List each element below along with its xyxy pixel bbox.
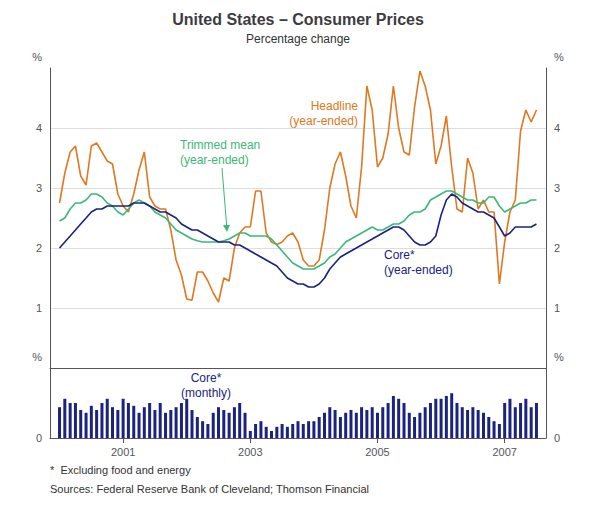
svg-text:(year-ended): (year-ended) (180, 153, 249, 167)
svg-text:United States – Consumer Price: United States – Consumer Prices (172, 11, 424, 28)
svg-text:4: 4 (554, 122, 560, 134)
svg-text:1: 1 (36, 302, 42, 314)
svg-text:Core*: Core* (191, 371, 222, 385)
svg-text:Headline: Headline (311, 99, 359, 113)
svg-text:2: 2 (554, 242, 560, 254)
svg-text:%: % (554, 51, 564, 63)
svg-text:%: % (32, 51, 42, 63)
svg-text:3: 3 (36, 182, 42, 194)
svg-text:2007: 2007 (492, 446, 516, 458)
svg-text:(year-ended): (year-ended) (384, 263, 453, 277)
svg-text:Percentage change: Percentage change (246, 32, 350, 46)
svg-text:(monthly): (monthly) (181, 386, 231, 400)
svg-text:(year-ended): (year-ended) (289, 114, 358, 128)
svg-text:Trimmed mean: Trimmed mean (180, 138, 260, 152)
svg-text:4: 4 (36, 122, 42, 134)
svg-text:2: 2 (36, 242, 42, 254)
svg-text:1: 1 (554, 302, 560, 314)
svg-text:* Excluding food and energy: * Excluding food and energy (50, 464, 191, 476)
svg-text:3: 3 (554, 182, 560, 194)
svg-text:Sources: Federal Reserve Bank: Sources: Federal Reserve Bank of Clevela… (50, 483, 369, 495)
svg-text:2003: 2003 (238, 446, 262, 458)
svg-text:%: % (554, 351, 564, 363)
svg-text:0: 0 (554, 432, 560, 444)
svg-text:%: % (32, 351, 42, 363)
svg-text:Core*: Core* (384, 248, 415, 262)
svg-text:0: 0 (36, 432, 42, 444)
svg-text:2005: 2005 (365, 446, 389, 458)
svg-text:2001: 2001 (111, 446, 135, 458)
